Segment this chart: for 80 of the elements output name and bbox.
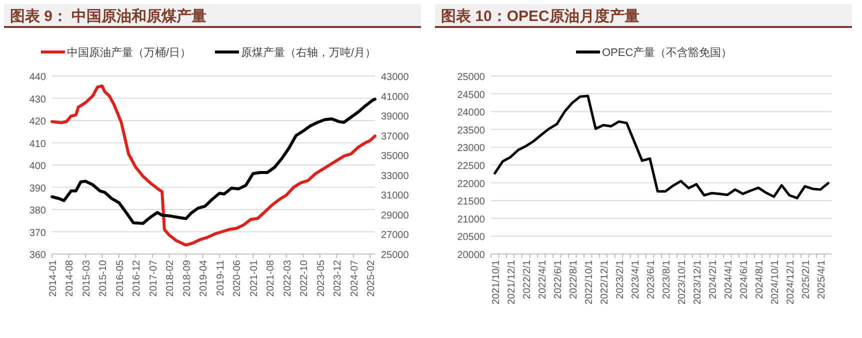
x-tick-label: 2014-08 — [64, 260, 76, 297]
x-tick-label: 2015-10 — [98, 260, 110, 297]
x-tick-label: 2024/4/1 — [723, 260, 734, 299]
chart-title: 图表 9： 中国原油和原煤产量 — [10, 8, 207, 25]
x-tick-label: 2018-09 — [182, 260, 193, 297]
y-tick-label: 20500 — [457, 232, 486, 244]
y-tick-label: 390 — [29, 183, 46, 194]
line-series — [494, 94, 830, 200]
x-tick-label: 2023-05 — [316, 260, 327, 297]
x-tick-label: 2024/8/1 — [754, 260, 766, 299]
x-tick-label: 2016-12 — [132, 260, 143, 297]
y-tick-label: 400 — [29, 161, 46, 172]
x-tick-label: 2025/4/1 — [816, 260, 828, 299]
y-tick-label: 24500 — [457, 90, 486, 101]
y-tick-label: 22500 — [457, 161, 486, 172]
x-tick-label: 2021-08 — [266, 260, 277, 297]
y-tick-label: 22000 — [457, 178, 486, 190]
y-tick-label: 360 — [29, 250, 46, 261]
y2-tick-label: 33000 — [381, 170, 410, 182]
x-tick-label: 2017-07 — [148, 260, 160, 297]
x-tick-label: 2022/6/1 — [552, 260, 564, 299]
x-tick-label: 2022-03 — [282, 260, 294, 297]
y2-tick-label: 25000 — [381, 250, 410, 261]
y2-tick-label: 41000 — [381, 92, 410, 103]
x-tick-label: 2023/10/1 — [676, 260, 688, 304]
y-tick-label: 410 — [29, 138, 46, 150]
x-tick-label: 2015-03 — [81, 260, 92, 297]
x-tick-label: 2022/10/1 — [584, 260, 595, 304]
x-tick-label: 2019-11 — [215, 260, 226, 296]
x-tick-label: 2025/2/1 — [800, 260, 812, 299]
legend-label: 原煤产量（右轴，万吨/月） — [241, 46, 376, 59]
y-tick-label: 420 — [29, 116, 46, 128]
y-tick-label: 21000 — [457, 214, 486, 226]
x-tick-label: 2022/8/1 — [568, 260, 580, 299]
x-tick-label: 2024-07 — [349, 260, 360, 297]
x-tick-label: 2021/12/1 — [506, 260, 518, 304]
y2-tick-label: 27000 — [381, 230, 410, 242]
line-series — [50, 84, 376, 247]
y2-tick-label: 35000 — [381, 151, 410, 162]
x-tick-label: 2024/12/1 — [785, 260, 796, 304]
y2-tick-label: 31000 — [381, 190, 410, 202]
legend-label: OPEC产量（不含豁免国） — [602, 46, 732, 59]
x-tick-label: 2024/10/1 — [770, 260, 781, 304]
chart-title: 图表 10：OPEC原油月度产量 — [441, 7, 640, 25]
x-tick-label: 2023/2/1 — [614, 260, 626, 299]
y-tick-label: 430 — [29, 94, 46, 106]
y-tick-label: 25000 — [457, 72, 486, 83]
y-tick-label: 380 — [29, 206, 46, 216]
x-tick-label: 2018-02 — [165, 260, 176, 297]
y-tick-label: 23000 — [457, 143, 486, 154]
x-tick-label: 2022/12/1 — [599, 260, 610, 304]
y-tick-label: 440 — [29, 72, 46, 83]
x-tick-label: 2023/8/1 — [661, 260, 672, 299]
x-tick-label: 2020-06 — [232, 260, 244, 297]
y2-tick-label: 43000 — [381, 72, 410, 83]
y2-tick-label: 29000 — [381, 210, 410, 222]
y-tick-label: 20000 — [457, 250, 486, 261]
line-series — [50, 98, 376, 225]
x-tick-label: 2023/12/1 — [692, 260, 704, 304]
x-tick-label: 2016-05 — [114, 260, 126, 297]
y2-tick-label: 37000 — [381, 131, 410, 142]
x-tick-label: 2023-12 — [332, 260, 344, 297]
x-tick-label: 2022/4/1 — [537, 260, 548, 299]
x-tick-label: 2023/4/1 — [630, 260, 642, 299]
x-tick-label: 2024/6/1 — [738, 260, 750, 299]
legend-label: 中国原油产量（万桶/日） — [67, 46, 192, 59]
x-tick-label: 2014-01 — [48, 260, 59, 297]
y-tick-label: 24000 — [457, 108, 486, 119]
x-tick-label: 2022-10 — [299, 260, 310, 297]
x-tick-label: 2021/10/1 — [490, 260, 502, 304]
x-tick-label: 2022/2/1 — [522, 260, 533, 299]
x-tick-label: 2024/2/1 — [708, 260, 719, 299]
y-tick-label: 21500 — [457, 196, 486, 208]
x-tick-label: 2025-02 — [366, 260, 378, 297]
x-tick-label: 2023/6/1 — [646, 260, 657, 299]
x-tick-label: 2019-04 — [198, 260, 210, 297]
y-tick-label: 23500 — [457, 125, 486, 136]
x-tick-label: 2021-01 — [248, 260, 260, 297]
y-tick-label: 370 — [29, 228, 46, 239]
y2-tick-label: 39000 — [381, 112, 410, 123]
